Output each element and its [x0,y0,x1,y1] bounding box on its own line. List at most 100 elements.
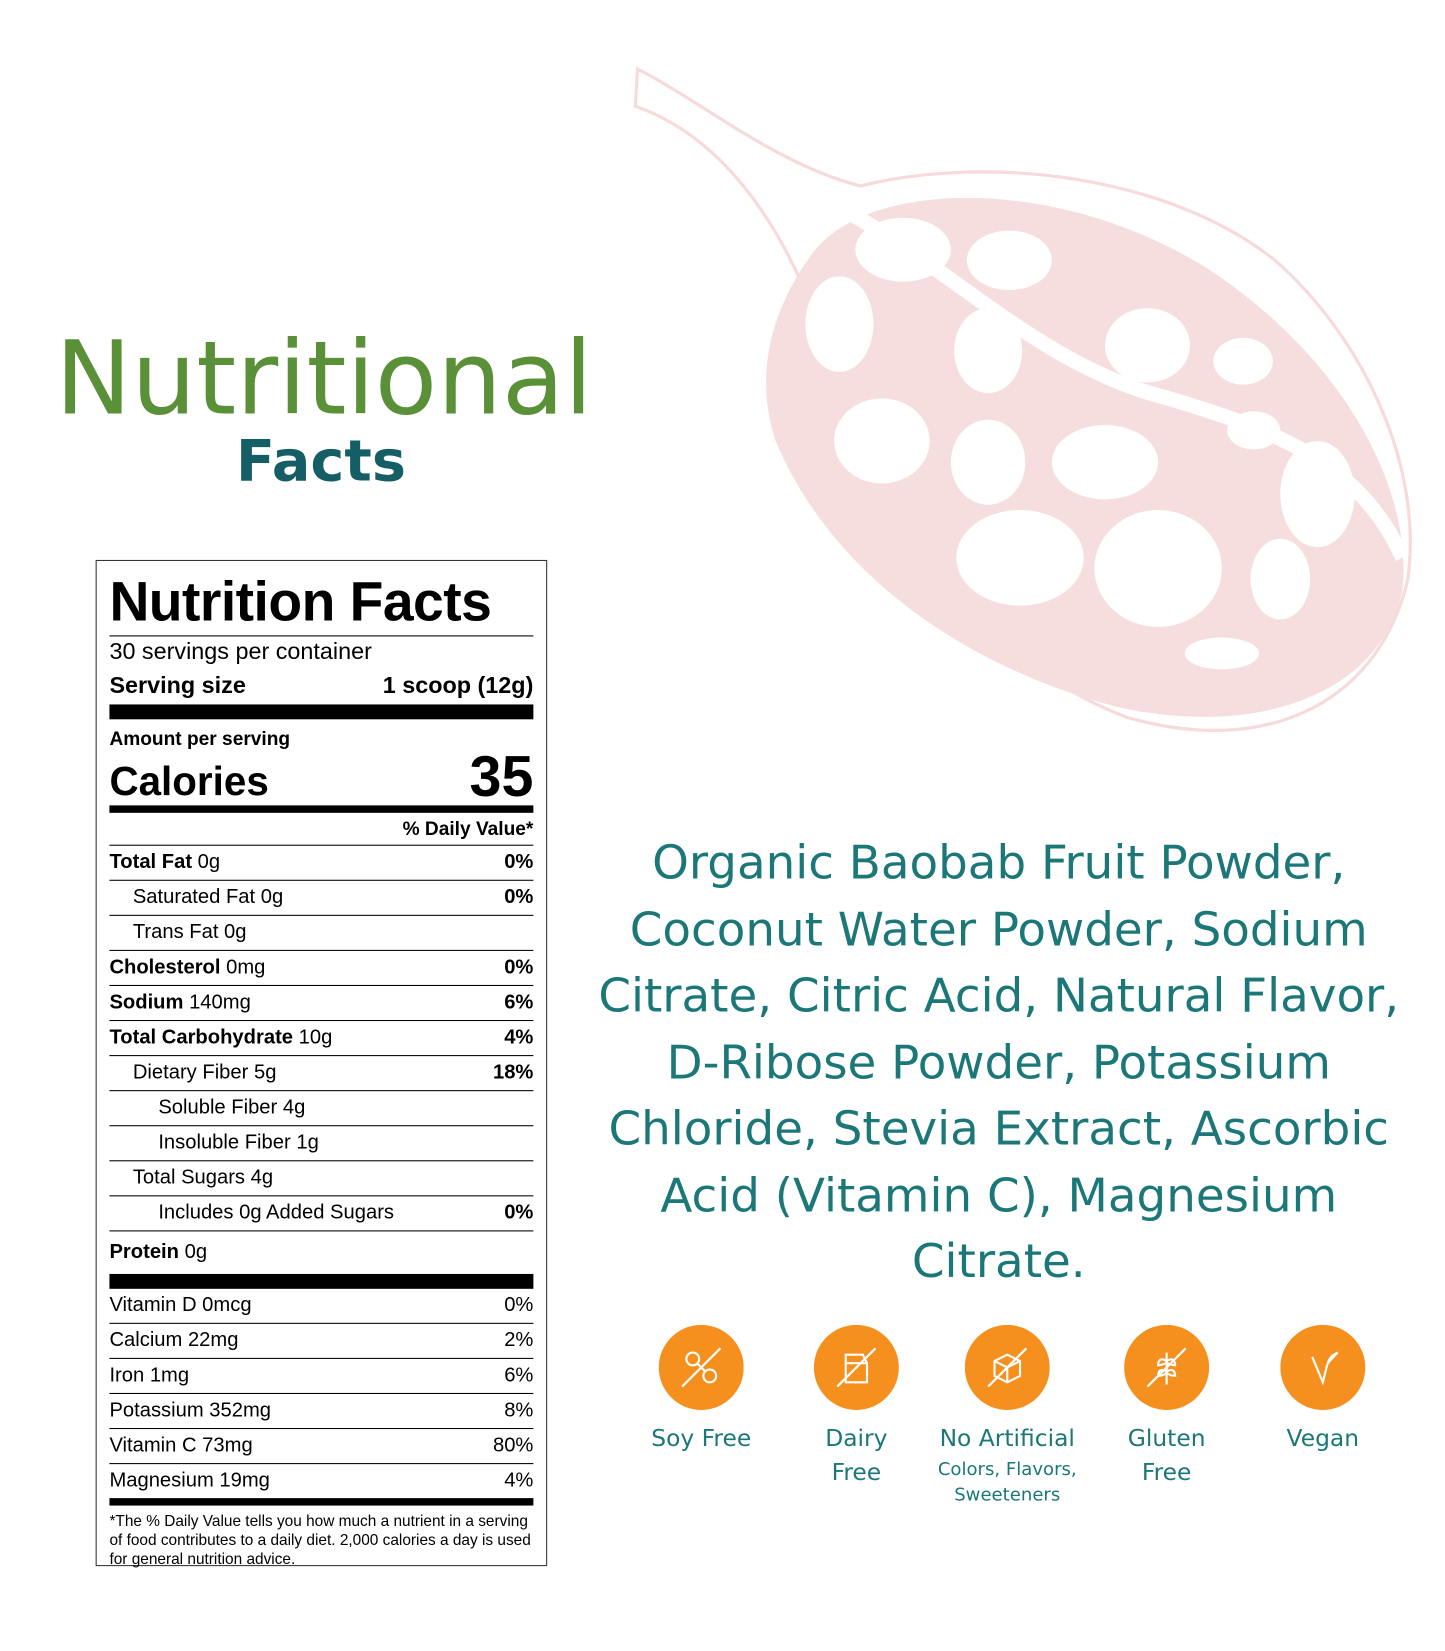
badge-label: Soy Free [651,1425,752,1453]
badge: Dairy Free [782,1324,931,1491]
heading: Nutritional [55,318,593,438]
vitamin-list: Vitamin D 0mcg 0% Calcium 22mg 2% Iron 1mg 6%… [109,1289,534,1506]
nutrient-row: Total Sugars 4g [109,1161,534,1197]
badge-label: No Artificial [939,1425,1075,1453]
badge-icon [1280,1324,1366,1410]
dv-header-text: % Daily Value* [402,817,534,839]
badge: Vegan [1248,1324,1397,1457]
ingredient-line: Coconut Water Powder, Sodium [629,902,1368,957]
nutrient-dv: 0% [504,956,534,979]
nutrient: Trans Fat 0g [133,921,247,944]
calories: 35 [469,744,534,809]
vitamin-name: Calcium 22mg [109,1329,239,1352]
badge-sublabel2: Sweeteners [954,1484,1061,1506]
nutrient: Cholesterol 0mg [109,956,265,979]
nutrient-row: Soluble Fiber 4g [109,1091,534,1127]
vitamin-row: Vitamin C 73mg 80% [109,1429,534,1465]
ingredient-line: D-Ribose Powder, Potassium [666,1035,1331,1090]
nutrient-amount: 0g [224,921,247,944]
nutrient-dv: 0% [504,1201,534,1224]
badge-label: Vegan [1286,1425,1360,1453]
vitamin-dv: 8% [504,1399,534,1422]
nutrient-name: Soluble Fiber [158,1096,278,1119]
ingredient-line: Organic Baobab Fruit Powder, [652,836,1346,891]
nutrient-name: Insoluble Fiber [158,1131,291,1154]
nutrient: Protein 0g [109,1241,207,1264]
nutrient-row: Total Fat 0g 0% [109,846,534,881]
dv-header: % Daily Value* [109,813,534,846]
badge-icon [964,1324,1050,1410]
nutrient: Total Fat 0g [109,851,220,874]
vitamin-row: Calcium 22mg 2% [109,1324,534,1359]
nutrient-amount: 4g [250,1166,274,1189]
nutrient: Saturated Fat 0g [133,886,283,909]
nutrient-row: Dietary Fiber 5g 18% [109,1056,534,1092]
vitamin-dv: 6% [504,1364,534,1387]
nutrient: Total Carbohydrate 10g [109,1026,332,1049]
badge: Gluten Free [1092,1324,1241,1491]
badge-icon [813,1324,899,1410]
nutrient: Sodium 140mg [109,991,250,1014]
ingredient-line: Citrate, Citric Acid, Natural Flavor, [598,969,1400,1024]
serving-size-row: Serving size 1 scoop (12g) [109,666,534,720]
nutrient-amount: 0mg [226,956,266,979]
nutrient-list: Total Fat 0g 0% Saturated Fat 0g 0% Trans Fa… [109,846,534,1289]
nutrient-amount: 10g [298,1026,333,1049]
vitamin-row: Vitamin D 0mcg 0% [109,1289,534,1324]
fruit-illustration [633,66,1412,732]
nutrient: Dietary Fiber 5g [133,1061,277,1084]
nutrient-amount: 140mg [189,991,251,1014]
serving-size-label: Serving size [109,671,246,699]
nutrient-name: Dietary Fiber [132,1061,249,1084]
nutrient-row: Insoluble Fiber 1g [109,1126,534,1162]
ingredient-line: Acid (Vitamin C), Magnesium Citrate. [660,1168,1338,1289]
vitamin-dv: 4% [504,1469,534,1492]
nutrient-dv: 4% [504,1026,534,1049]
nutrient-dv: 18% [492,1061,534,1084]
vitamin-dv: 2% [504,1329,534,1352]
nutrient-name: Total Sugars [132,1166,246,1189]
vitamin-name: Iron 1mg [109,1364,190,1387]
nutrient-row: Total Carbohydrate 10g 4% [109,1021,534,1057]
nutrient-name: Cholesterol [109,956,221,979]
vitamin-dv: 80% [492,1434,534,1457]
nutrient-dv: 0% [504,851,534,874]
nutrient-dv: 6% [504,991,534,1014]
ingredient-line: Chloride, Stevia Extract, Ascorbic [608,1101,1390,1156]
nutrient: Includes 0g Added Sugars [158,1202,394,1225]
badge-label: Dairy [825,1425,888,1453]
nutrient-row: Sodium 140mg 6% [109,986,534,1022]
ingredients: Organic Baobab Fruit Powder, Coconut Wate… [574,831,1424,1296]
nutrient-amount: 1g [296,1131,319,1154]
nutrient-name: Total Carbohydrate [109,1026,294,1049]
badge-icon [1124,1324,1210,1410]
badge-sublabel: Colors, Flavors, [937,1458,1077,1481]
nutrient-dv: 0% [504,886,534,909]
badge: Soy Free [627,1324,776,1457]
nutrient-name: Sodium [109,991,184,1014]
footnote: *The % Daily Value tells you how much a … [109,1513,531,1569]
nutrient-name: Saturated Fat [132,886,256,909]
serving-size: 1 scoop (12g) [382,671,534,699]
badge-label2: Free [1141,1459,1192,1487]
badge-label2: Free [831,1459,882,1487]
subheading: Facts [235,427,407,495]
nutrient-row: Protein 0g [109,1231,534,1289]
badge: No Artificial Colors, Flavors, Sweeteners [933,1324,1082,1508]
nutrient: Soluble Fiber 4g [158,1097,305,1120]
badge-label: Gluten [1127,1425,1206,1453]
nutrient-name: Total Fat [109,851,193,874]
vitamin-row: Magnesium 19mg 4% [109,1464,534,1506]
nutrient-row: Includes 0g Added Sugars 0% [109,1196,534,1232]
vitamin-dv: 0% [504,1294,534,1317]
nutrient-amount: 0g [184,1241,208,1264]
nutrient-row: Trans Fat 0g [109,916,534,951]
vitamin-row: Potassium 352mg 8% [109,1394,534,1430]
nutrient-name: Protein [109,1241,179,1264]
nutrient-amount: 0g [197,851,221,874]
calories-row: Calories 35 [109,744,534,813]
amount-per-serving: Amount per serving [109,727,291,750]
nutrient-row: Saturated Fat 0g 0% [109,881,534,916]
badge-icon [658,1324,744,1410]
vitamin-row: Iron 1mg 6% [109,1359,534,1394]
